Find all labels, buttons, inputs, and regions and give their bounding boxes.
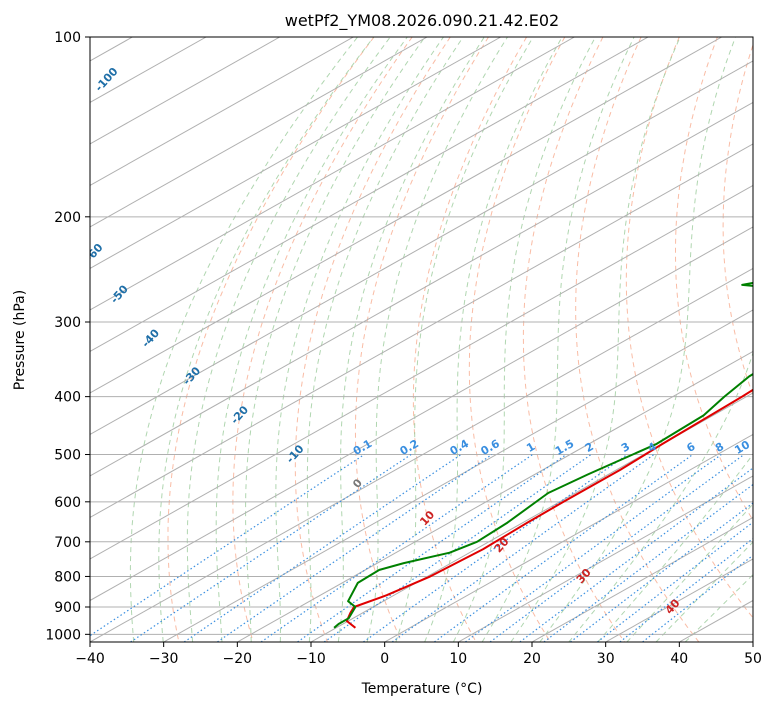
- mixing-ratio-line: [391, 454, 655, 642]
- isotherm: [163, 309, 753, 642]
- y-tick-label: 900: [54, 600, 81, 616]
- x-tick-label: −30: [149, 651, 179, 667]
- temperature-profile: [345, 388, 753, 629]
- x-tick-label: 30: [597, 651, 615, 667]
- x-tick-label: 40: [670, 651, 688, 667]
- y-axis-label: Pressure (hPa): [12, 290, 28, 390]
- isotherm: [458, 475, 753, 642]
- moist-adiabat: [568, 351, 753, 642]
- y-tick-label: 600: [54, 495, 81, 511]
- dry-adiabat: [232, 37, 413, 642]
- mixing-ratio-line: [363, 454, 628, 642]
- isotherm: [90, 37, 428, 228]
- isotherm: [90, 37, 723, 394]
- isotherm: [90, 37, 649, 353]
- moist-adiabat: [366, 37, 508, 642]
- mixing-ratio-line: [217, 454, 493, 642]
- y-tick-label: 100: [54, 30, 81, 46]
- moist-adiabat: [597, 453, 753, 642]
- moist-adiabat: [275, 37, 444, 642]
- mixing-ratio-line: [260, 454, 533, 642]
- isotherm: [384, 433, 753, 642]
- moist-adiabat: [626, 503, 753, 642]
- moist-adiabat: [424, 37, 563, 642]
- x-axis: −40 −30 −20 −10 0 10 20 30 40 50: [75, 642, 762, 667]
- y-tick-label: 400: [54, 390, 81, 406]
- dry-adiabat: [575, 37, 700, 642]
- y-tick-label: 700: [54, 535, 81, 551]
- y-axis: 100 200 300 400 500 600 700 800 900 1000: [45, 30, 90, 643]
- x-tick-label: 0: [380, 651, 389, 667]
- moist-adiabat: [186, 37, 391, 642]
- dry-adiabat: [468, 37, 566, 642]
- moist-adiabat: [395, 37, 534, 642]
- isotherm: [90, 226, 753, 602]
- mixing-ratio-line: [465, 454, 722, 642]
- moist-adiabat: [306, 37, 464, 642]
- isotherm: [90, 37, 281, 145]
- mixing-ratio-line: [519, 467, 753, 642]
- mixing-ratio-line: [642, 554, 753, 642]
- isotherm: [90, 101, 753, 477]
- x-tick-label: 10: [449, 651, 467, 667]
- y-tick-label: 800: [54, 569, 81, 585]
- mixing-ratio-line: [297, 454, 567, 642]
- isotherm: [90, 37, 575, 311]
- dry-adiabat: [354, 37, 489, 642]
- moist-adiabat: [158, 37, 375, 642]
- mixing-ratio-line: [183, 454, 462, 642]
- y-tick-label: 500: [54, 448, 81, 464]
- moist-adiabat: [539, 37, 736, 642]
- isotherm: [310, 392, 753, 642]
- isotherm: [90, 37, 354, 186]
- x-tick-label: −40: [75, 651, 105, 667]
- mixing-ratio-line: [543, 483, 753, 642]
- x-tick-label: −20: [223, 651, 253, 667]
- dry-adiabat: [522, 37, 626, 642]
- moist-adiabat: [245, 37, 426, 642]
- background-lines: [90, 37, 753, 642]
- isotherm: [237, 350, 753, 642]
- y-tick-label: 1000: [45, 627, 81, 643]
- mixing-ratio-line: [130, 454, 412, 642]
- isotherm: [531, 516, 753, 642]
- x-tick-label: −10: [296, 651, 326, 667]
- dry-adiabat: [675, 37, 753, 522]
- series-layer: [333, 281, 753, 629]
- moist-adiabat: [337, 37, 485, 642]
- y-tick-label: 300: [54, 315, 81, 331]
- dewpoint-profile: [333, 281, 753, 629]
- dry-adiabat: [722, 43, 753, 397]
- isotherm: [90, 143, 753, 519]
- dry-adiabat: [625, 37, 753, 619]
- moist-adiabat: [481, 37, 635, 642]
- dry-adiabat: [412, 37, 528, 642]
- x-tick-label: 20: [523, 651, 541, 667]
- x-tick-label: 50: [744, 651, 762, 667]
- dry-adiabat: [294, 37, 451, 642]
- plot-frame: [89, 36, 754, 643]
- isotherm: [90, 267, 753, 642]
- chart-title: wetPf2_YM08.2026.090.21.42.E02: [285, 11, 559, 31]
- moist-adiabat: [215, 37, 408, 642]
- isotherm: [90, 60, 753, 436]
- mixing-ratio-line: [489, 454, 745, 642]
- isotherm: [90, 184, 753, 560]
- x-axis-label: Temperature (°C): [361, 681, 483, 697]
- mixing-ratio-line: [323, 454, 592, 642]
- moist-adiabat: [129, 37, 358, 642]
- y-tick-label: 200: [54, 210, 81, 226]
- isotherm: [90, 37, 502, 270]
